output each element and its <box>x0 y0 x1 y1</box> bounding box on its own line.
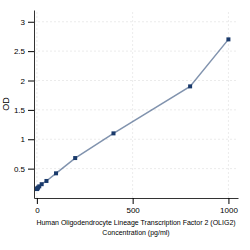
tick-label: 1000 <box>220 206 238 215</box>
plot-area <box>35 37 230 191</box>
point <box>44 179 48 183</box>
tick: 0 <box>35 198 40 215</box>
tick: 1.5 <box>14 106 34 115</box>
tick-mark <box>133 198 134 204</box>
markers <box>35 37 230 191</box>
x-axis: 0 500 1000 <box>35 198 239 215</box>
tick: 2 <box>21 77 34 86</box>
tick-mark <box>28 139 34 140</box>
tick-mark <box>28 51 34 52</box>
tick-mark <box>28 81 34 82</box>
tick-label: 500 <box>126 206 140 215</box>
tick-mark <box>37 198 38 204</box>
series-line <box>37 39 228 189</box>
point <box>111 131 115 135</box>
y-axis-title: OD <box>1 97 11 111</box>
tick-mark <box>228 198 229 204</box>
grid-line <box>34 139 238 140</box>
grid-line <box>34 80 238 81</box>
y-axis: 0.5 1 1.5 2 2.5 3 <box>14 11 35 199</box>
tick: 1000 <box>220 198 238 215</box>
point <box>188 84 192 88</box>
tick: 0.5 <box>14 165 34 174</box>
tick-mark <box>28 169 34 170</box>
grid-line <box>34 168 238 169</box>
tick-mark <box>28 22 34 23</box>
tick-label: 1.5 <box>14 106 26 115</box>
tick-label: 2.5 <box>14 47 26 56</box>
grid-line <box>34 109 238 110</box>
x-axis-title-line: Concentration (pg/ml) <box>102 229 169 237</box>
grid-line <box>34 51 238 52</box>
tick: 2.5 <box>14 47 34 56</box>
point <box>73 156 77 160</box>
tick-mark <box>28 110 34 111</box>
grid-line <box>34 21 238 22</box>
axis-line <box>35 198 239 199</box>
point <box>54 171 58 175</box>
grid <box>34 10 238 198</box>
point <box>226 37 230 41</box>
tick-label: 3 <box>21 18 26 27</box>
grid-line <box>132 10 133 198</box>
tick-label: 1 <box>21 135 26 144</box>
grid-line <box>36 10 37 198</box>
tick: 1 <box>21 135 34 144</box>
tick-label: 0 <box>35 206 40 215</box>
tick: 500 <box>126 198 140 215</box>
point <box>40 182 44 186</box>
x-axis-title-line: Human Oligodendrocyte Lineage Transcript… <box>36 219 235 227</box>
axis-line <box>34 11 35 199</box>
x-axis-title: Human Oligodendrocyte Lineage Transcript… <box>36 219 235 237</box>
tick-label: 0.5 <box>14 165 26 174</box>
tick-label: 2 <box>21 77 26 86</box>
tick: 3 <box>21 18 34 27</box>
chart: 0 500 1000 0.5 1 1.5 2 2.5 3 OD Human Oligodendroc… <box>0 0 250 250</box>
